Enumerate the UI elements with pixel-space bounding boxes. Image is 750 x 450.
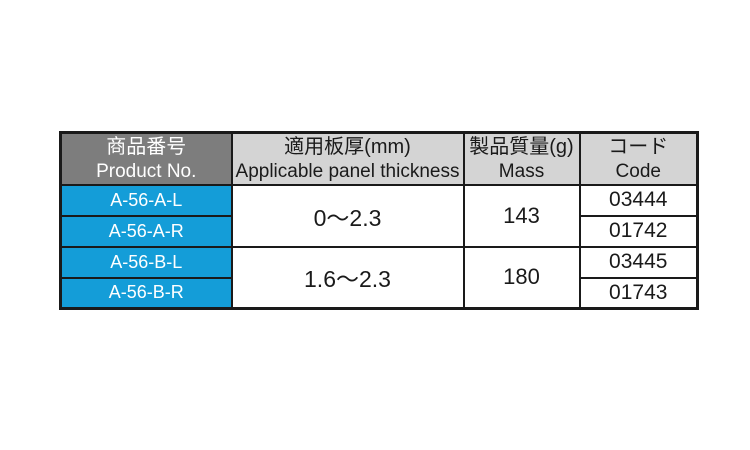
header-product-no-en: Product No. [96,160,197,182]
header-product-no: 商品番号 Product No. [59,131,233,186]
header-code: コード Code [578,131,699,186]
header-mass: 製品質量(g) Mass [462,131,581,186]
code-cell: 03445 [578,245,699,279]
thickness-cell: 0～2.3 [230,183,465,248]
mass-cell: 180 [462,245,581,310]
table-row: A-56-A-L 0～2.3 143 03444 [59,183,699,248]
product-no-cell: A-56-A-R [59,214,233,248]
header-panel-thickness: 適用板厚(mm) Applicable panel thickness [230,131,465,186]
mass-cell: 143 [462,183,581,248]
code-cell: 03444 [578,183,699,217]
product-no-cell: A-56-B-L [59,245,233,279]
product-no-cell: A-56-A-L [59,183,233,217]
header-mass-en: Mass [498,160,545,182]
header-code-ja: コード [608,135,669,158]
code-cell: 01743 [578,276,699,310]
table-row: A-56-B-R 01743 [59,276,699,310]
header-panel-thickness-en: Applicable panel thickness [235,160,460,182]
header-row: 商品番号 Product No. 適用板厚(mm) Applicable pan… [59,131,699,186]
product-spec-table: 商品番号 Product No. 適用板厚(mm) Applicable pan… [59,131,699,310]
header-mass-ja: 製品質量(g) [469,135,574,158]
header-product-no-ja: 商品番号 [106,135,187,158]
header-code-en: Code [615,160,661,182]
header-panel-thickness-ja: 適用板厚(mm) [284,135,411,158]
table-row: A-56-B-L 1.6～2.3 180 03445 [59,245,699,310]
code-cell: 01742 [578,214,699,248]
thickness-cell: 1.6～2.3 [230,245,465,310]
table-row: A-56-A-R 01742 [59,214,699,248]
product-no-cell: A-56-B-R [59,276,233,310]
